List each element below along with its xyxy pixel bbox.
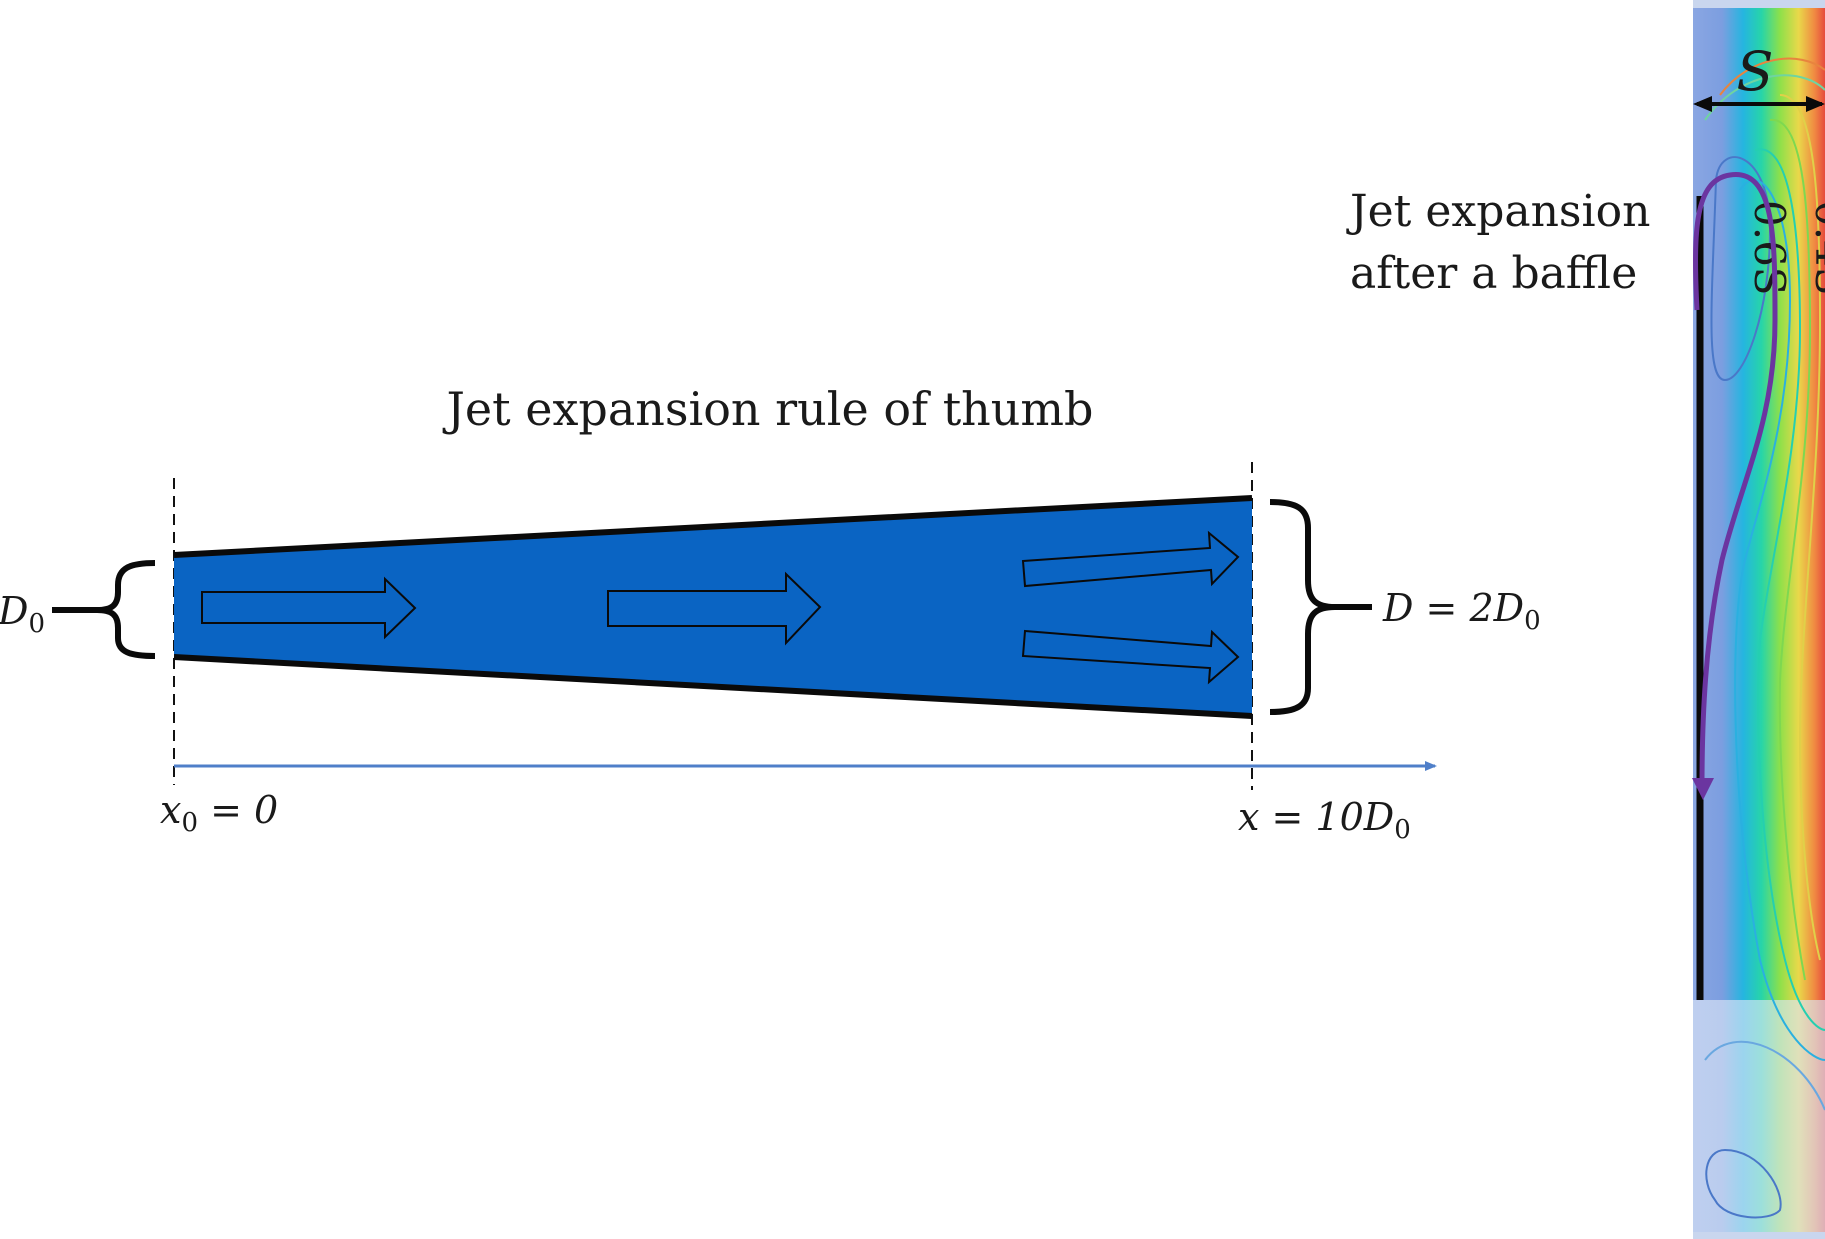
flow-arrow-1: [201, 576, 417, 640]
flow-arrow-3: [1021, 530, 1240, 588]
left-title: Jet expansion rule of thumb: [442, 382, 1093, 436]
right-panel: Jet expansion after a baffle: [1346, 0, 1825, 1239]
right-title-line1: Jet expansion: [1346, 186, 1650, 237]
s-arrow-left-head: [1693, 96, 1712, 112]
jet-bottom-edge: [173, 654, 1253, 719]
label-d: D = 2D0: [1382, 586, 1541, 636]
jet-top-edge: [173, 495, 1253, 558]
label-x: x = 10D0: [1238, 795, 1411, 845]
flow-arrow-2: [607, 571, 822, 646]
left-brace: [96, 560, 156, 659]
right-brace: [1269, 499, 1336, 715]
cfd-flow-strip: [1693, 0, 1825, 1239]
label-d0: D0: [0, 589, 45, 639]
label-0-4s: 0.4S: [1806, 200, 1825, 296]
jet-path-curve: [1693, 172, 1778, 787]
s-arrow-right-head: [1806, 96, 1825, 112]
flow-arrow-4: [1021, 629, 1240, 685]
jet-path-arrowhead: [1692, 778, 1714, 800]
label-x0: x0 = 0: [160, 788, 278, 838]
left-panel: Jet expansion rule of thumb D0 D = 2D0 x…: [0, 382, 1541, 845]
right-title-line2: after a baffle: [1350, 248, 1637, 299]
label-s: S: [1737, 40, 1774, 103]
